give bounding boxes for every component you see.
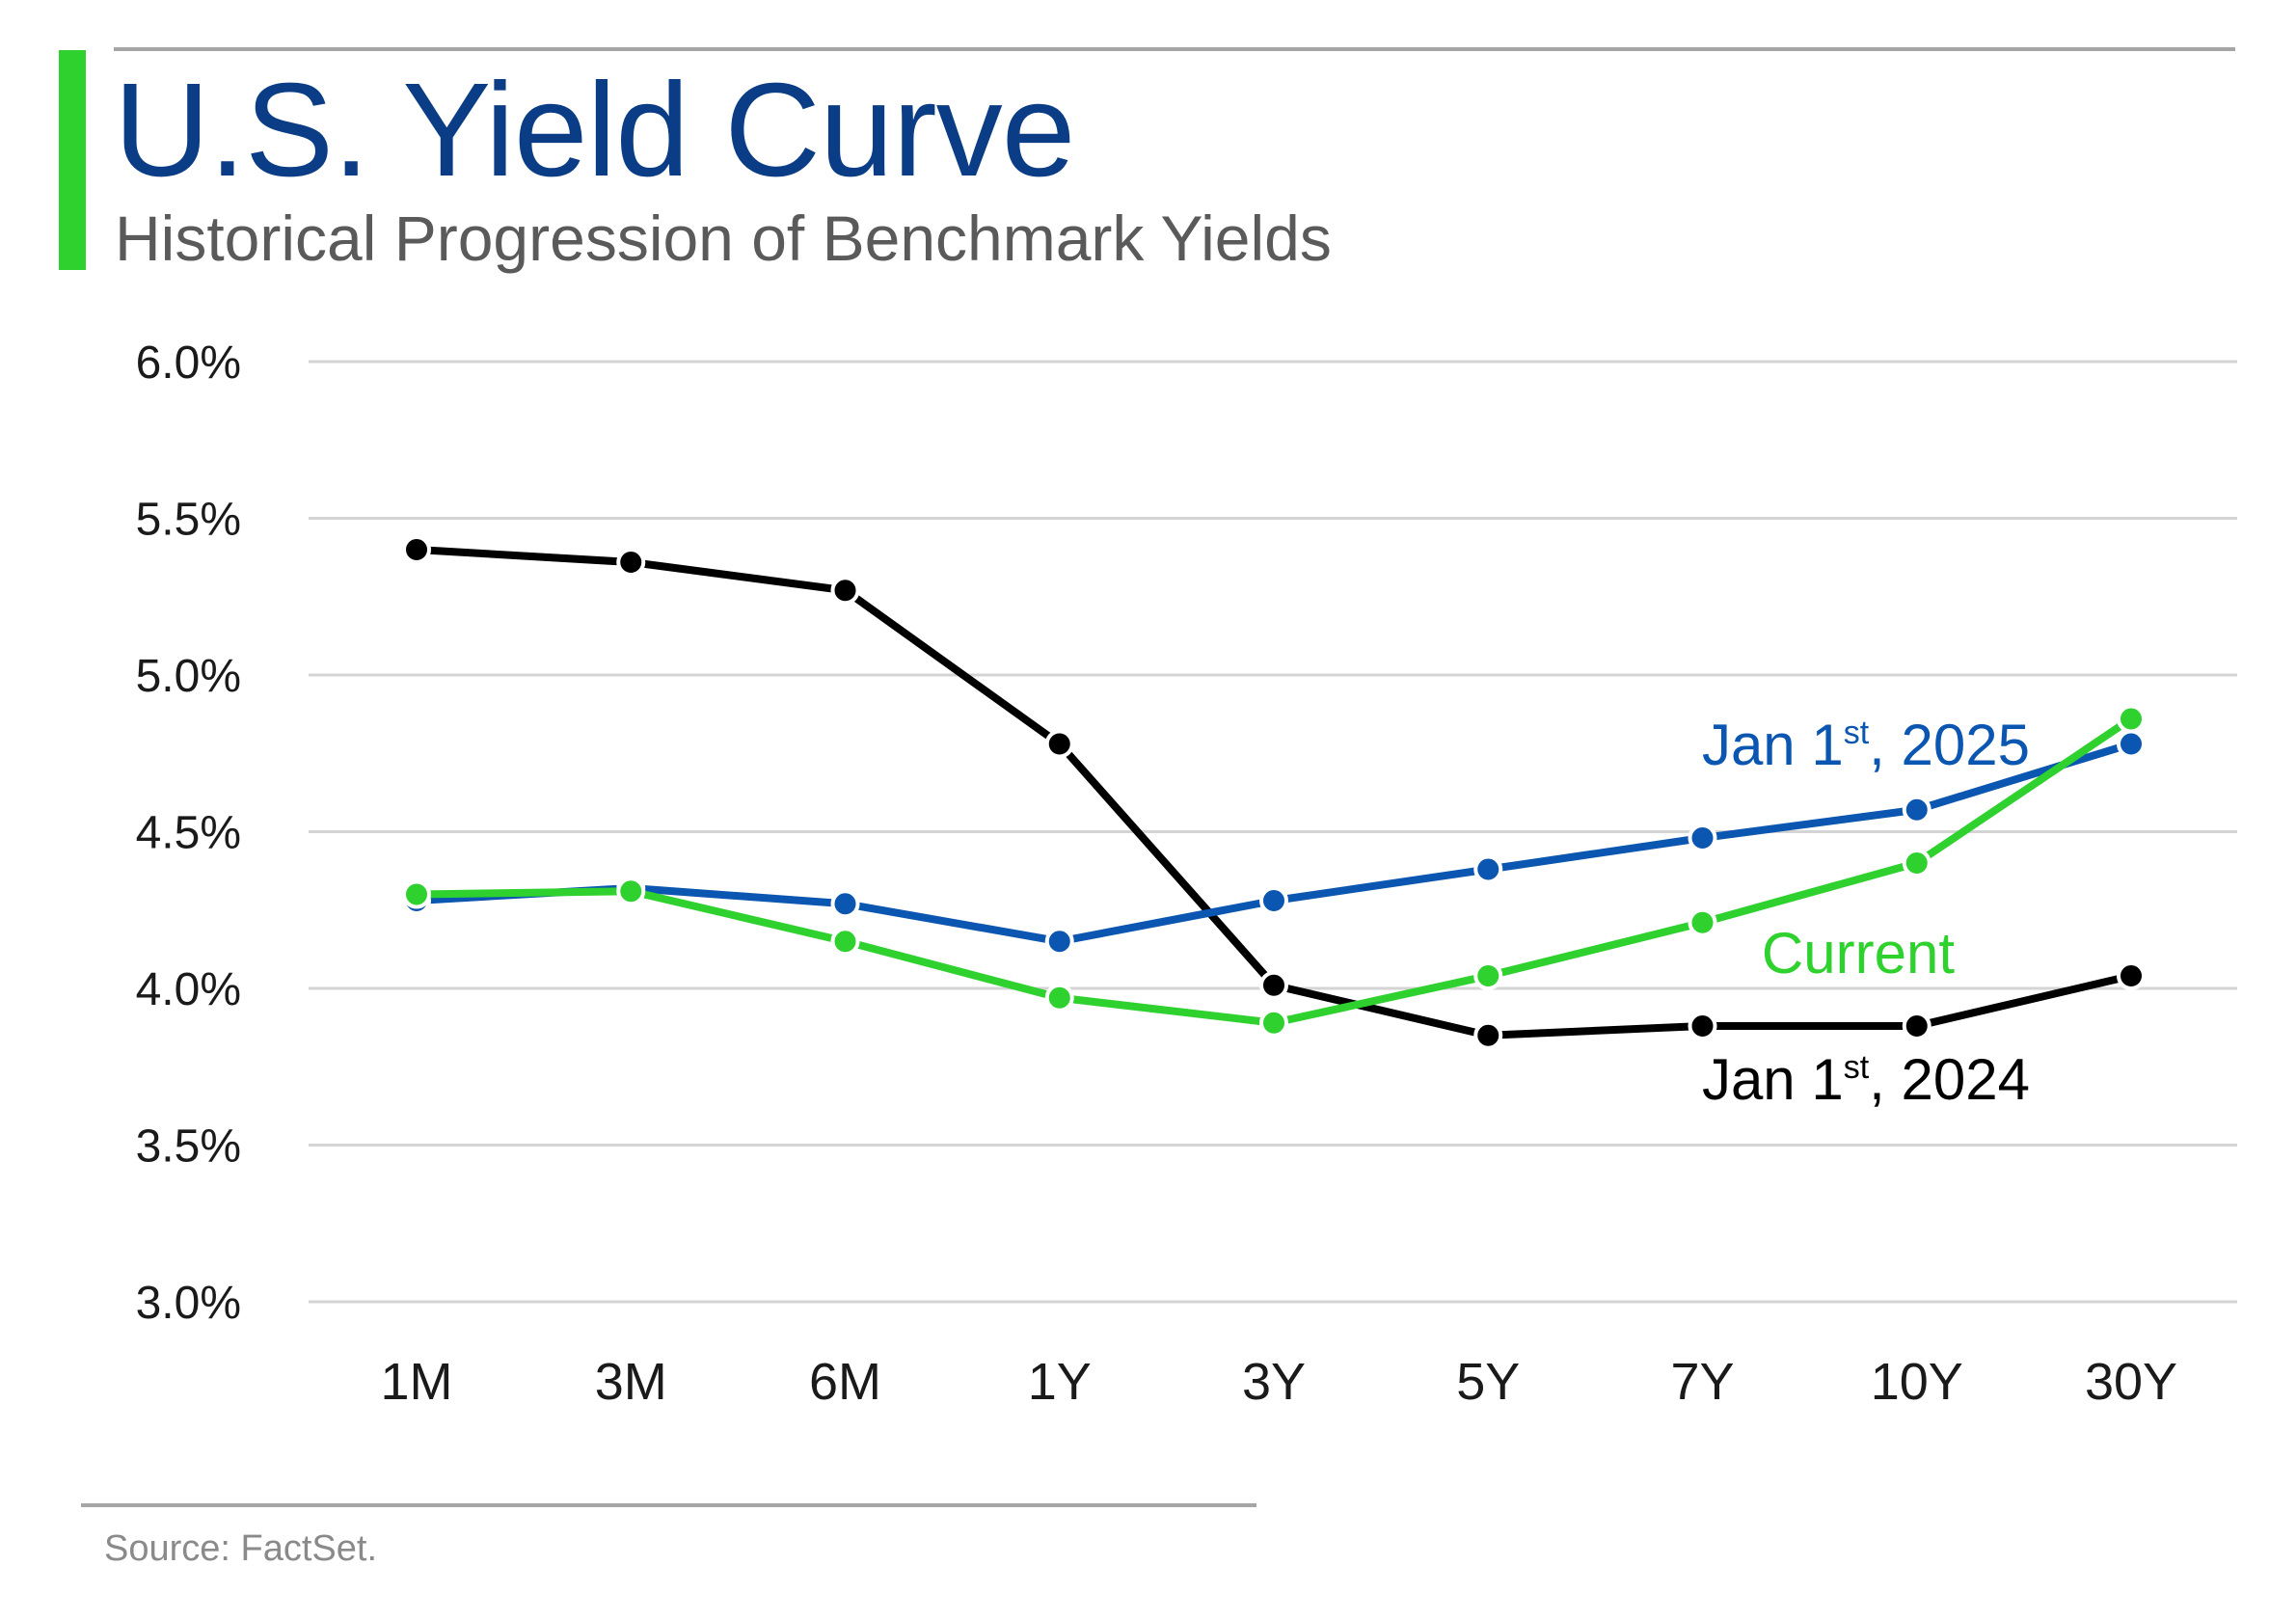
x-tick-label: 1Y bbox=[1028, 1353, 1092, 1411]
data-point-current bbox=[1902, 849, 1931, 878]
chart-title: U.S. Yield Curve bbox=[114, 56, 1075, 204]
data-point-current bbox=[1259, 1008, 1288, 1038]
title-accent-bar bbox=[59, 50, 86, 270]
data-point-current bbox=[1473, 961, 1503, 990]
y-tick-label: 3.5% bbox=[136, 1121, 241, 1173]
data-point-jan2025 bbox=[1473, 854, 1503, 884]
bottom-rule bbox=[81, 1503, 1256, 1507]
data-point-jan2024 bbox=[1688, 1012, 1717, 1040]
y-tick-label: 5.5% bbox=[136, 495, 241, 546]
data-point-jan2025 bbox=[2117, 729, 2146, 759]
data-point-jan2025 bbox=[1259, 886, 1288, 915]
y-tick-label: 5.0% bbox=[136, 651, 241, 702]
x-tick-label: 3Y bbox=[1242, 1353, 1306, 1411]
x-axis-tick-labels: 1M 3M 6M 1Y 3Y 5Y 7Y 10Y 30Y bbox=[380, 1353, 2177, 1411]
data-point-jan2024 bbox=[616, 548, 646, 577]
data-point-jan2025 bbox=[1688, 824, 1717, 852]
series-label-jan2025: Jan 1st, 2025 bbox=[1702, 713, 2030, 777]
series-current bbox=[402, 704, 2146, 1038]
data-point-jan2024 bbox=[830, 576, 860, 606]
series-jan2024 bbox=[402, 535, 2146, 1050]
series-label-current: Current bbox=[1762, 921, 1955, 986]
top-rule bbox=[114, 47, 2235, 51]
data-point-current bbox=[616, 877, 646, 906]
data-point-current bbox=[1688, 907, 1717, 937]
data-point-jan2024 bbox=[402, 535, 431, 564]
data-point-jan2025 bbox=[830, 889, 860, 919]
data-point-current bbox=[402, 879, 431, 909]
y-tick-label: 3.0% bbox=[136, 1278, 241, 1329]
gridlines bbox=[309, 360, 2237, 1304]
data-point-jan2024 bbox=[2117, 961, 2146, 990]
y-tick-label: 4.5% bbox=[136, 808, 241, 859]
data-point-jan2025 bbox=[1044, 927, 1074, 957]
x-tick-label: 30Y bbox=[2085, 1353, 2177, 1411]
y-tick-label: 6.0% bbox=[136, 338, 241, 389]
y-tick-label: 4.0% bbox=[136, 964, 241, 1015]
x-tick-label: 3M bbox=[595, 1353, 667, 1411]
y-axis-tick-labels: 3.0% 3.5% 4.0% 4.5% 5.0% 5.5% 6.0% bbox=[136, 338, 241, 1329]
source-note: Source: FactSet. bbox=[104, 1528, 378, 1569]
data-point-jan2024 bbox=[1044, 729, 1074, 759]
x-tick-label: 5Y bbox=[1456, 1353, 1520, 1411]
series-lines bbox=[402, 535, 2146, 1050]
data-point-current bbox=[830, 927, 860, 957]
data-point-jan2025 bbox=[1902, 795, 1931, 824]
chart-subtitle: Historical Progression of Benchmark Yiel… bbox=[115, 202, 1332, 274]
data-point-jan2024 bbox=[1473, 1020, 1503, 1050]
series-label-jan2024: Jan 1st, 2024 bbox=[1702, 1047, 2030, 1112]
data-point-jan2024 bbox=[1902, 1012, 1931, 1040]
data-point-current bbox=[1044, 983, 1074, 1012]
x-tick-label: 1M bbox=[380, 1353, 452, 1411]
data-point-jan2024 bbox=[1259, 970, 1288, 1000]
data-point-current bbox=[2117, 704, 2146, 734]
x-tick-label: 6M bbox=[809, 1353, 881, 1411]
x-tick-label: 7Y bbox=[1670, 1353, 1734, 1411]
x-tick-label: 10Y bbox=[1871, 1353, 1963, 1411]
series-labels: Jan 1st, 2024 Jan 1st, 2025 Current bbox=[1702, 713, 2030, 1112]
